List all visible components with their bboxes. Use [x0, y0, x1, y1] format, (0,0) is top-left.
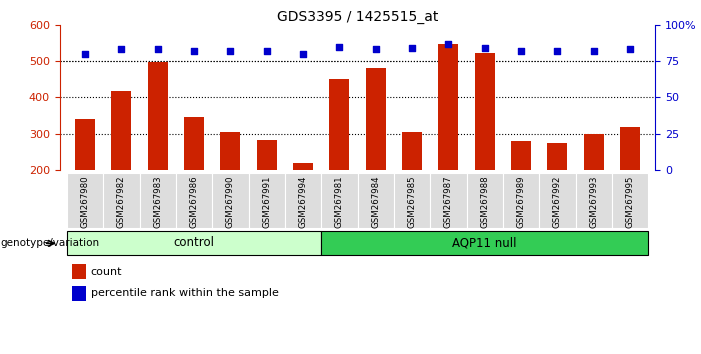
Bar — [103, 173, 139, 228]
Point — [552, 48, 563, 54]
Point — [297, 51, 308, 57]
Bar — [539, 173, 576, 228]
Bar — [329, 79, 349, 170]
Point — [407, 45, 418, 51]
Bar — [67, 173, 103, 228]
Point — [370, 47, 381, 52]
Bar — [75, 119, 95, 170]
Bar — [249, 173, 285, 228]
Bar — [576, 173, 612, 228]
Bar — [620, 127, 640, 170]
Bar — [402, 132, 422, 170]
Text: GSM267985: GSM267985 — [407, 175, 416, 228]
Text: GSM267989: GSM267989 — [517, 175, 526, 228]
Text: GSM267984: GSM267984 — [371, 175, 380, 228]
Bar — [176, 173, 212, 228]
Text: GSM267995: GSM267995 — [625, 175, 634, 228]
Bar — [358, 173, 394, 228]
Text: AQP11 null: AQP11 null — [452, 236, 517, 249]
Text: GSM267988: GSM267988 — [480, 175, 489, 228]
Bar — [475, 53, 495, 170]
Bar — [257, 140, 277, 170]
Point — [225, 48, 236, 54]
Text: GSM267987: GSM267987 — [444, 175, 453, 228]
Point — [189, 48, 200, 54]
Text: GSM267992: GSM267992 — [553, 175, 562, 228]
Title: GDS3395 / 1425515_at: GDS3395 / 1425515_at — [277, 10, 438, 24]
Text: GSM267993: GSM267993 — [589, 175, 598, 228]
Text: GSM267991: GSM267991 — [262, 175, 271, 228]
Text: percentile rank within the sample: percentile rank within the sample — [90, 288, 278, 298]
Text: GSM267981: GSM267981 — [335, 175, 344, 228]
Text: count: count — [90, 267, 122, 277]
Bar — [612, 173, 648, 228]
Bar — [220, 132, 240, 170]
Bar — [321, 173, 358, 228]
Bar — [212, 173, 249, 228]
Bar — [366, 68, 386, 170]
Text: GSM267980: GSM267980 — [81, 175, 90, 228]
Bar — [584, 133, 604, 170]
Text: GSM267986: GSM267986 — [189, 175, 198, 228]
Bar — [293, 164, 313, 170]
Bar — [511, 141, 531, 170]
Point — [479, 45, 490, 51]
Bar — [285, 173, 321, 228]
Point — [261, 48, 272, 54]
Bar — [72, 264, 86, 279]
Text: control: control — [174, 236, 215, 249]
Point — [443, 41, 454, 46]
Bar — [184, 117, 204, 170]
Bar — [67, 232, 321, 255]
Point — [116, 47, 127, 52]
Point — [152, 47, 163, 52]
Point — [334, 44, 345, 49]
Bar — [72, 286, 86, 301]
Point — [515, 48, 526, 54]
Point — [79, 51, 90, 57]
Bar — [139, 173, 176, 228]
Text: GSM267982: GSM267982 — [117, 175, 126, 228]
Bar — [503, 173, 539, 228]
Bar — [148, 62, 168, 170]
Bar — [547, 143, 567, 170]
Bar — [321, 232, 648, 255]
Point — [625, 47, 636, 52]
Text: genotype/variation: genotype/variation — [1, 238, 100, 249]
Bar — [394, 173, 430, 228]
Text: GSM267983: GSM267983 — [154, 175, 162, 228]
Bar — [438, 44, 458, 170]
Point — [588, 48, 599, 54]
Text: GSM267990: GSM267990 — [226, 175, 235, 228]
Bar — [466, 173, 503, 228]
Bar — [430, 173, 466, 228]
Bar — [111, 91, 131, 170]
Text: GSM267994: GSM267994 — [299, 175, 308, 228]
